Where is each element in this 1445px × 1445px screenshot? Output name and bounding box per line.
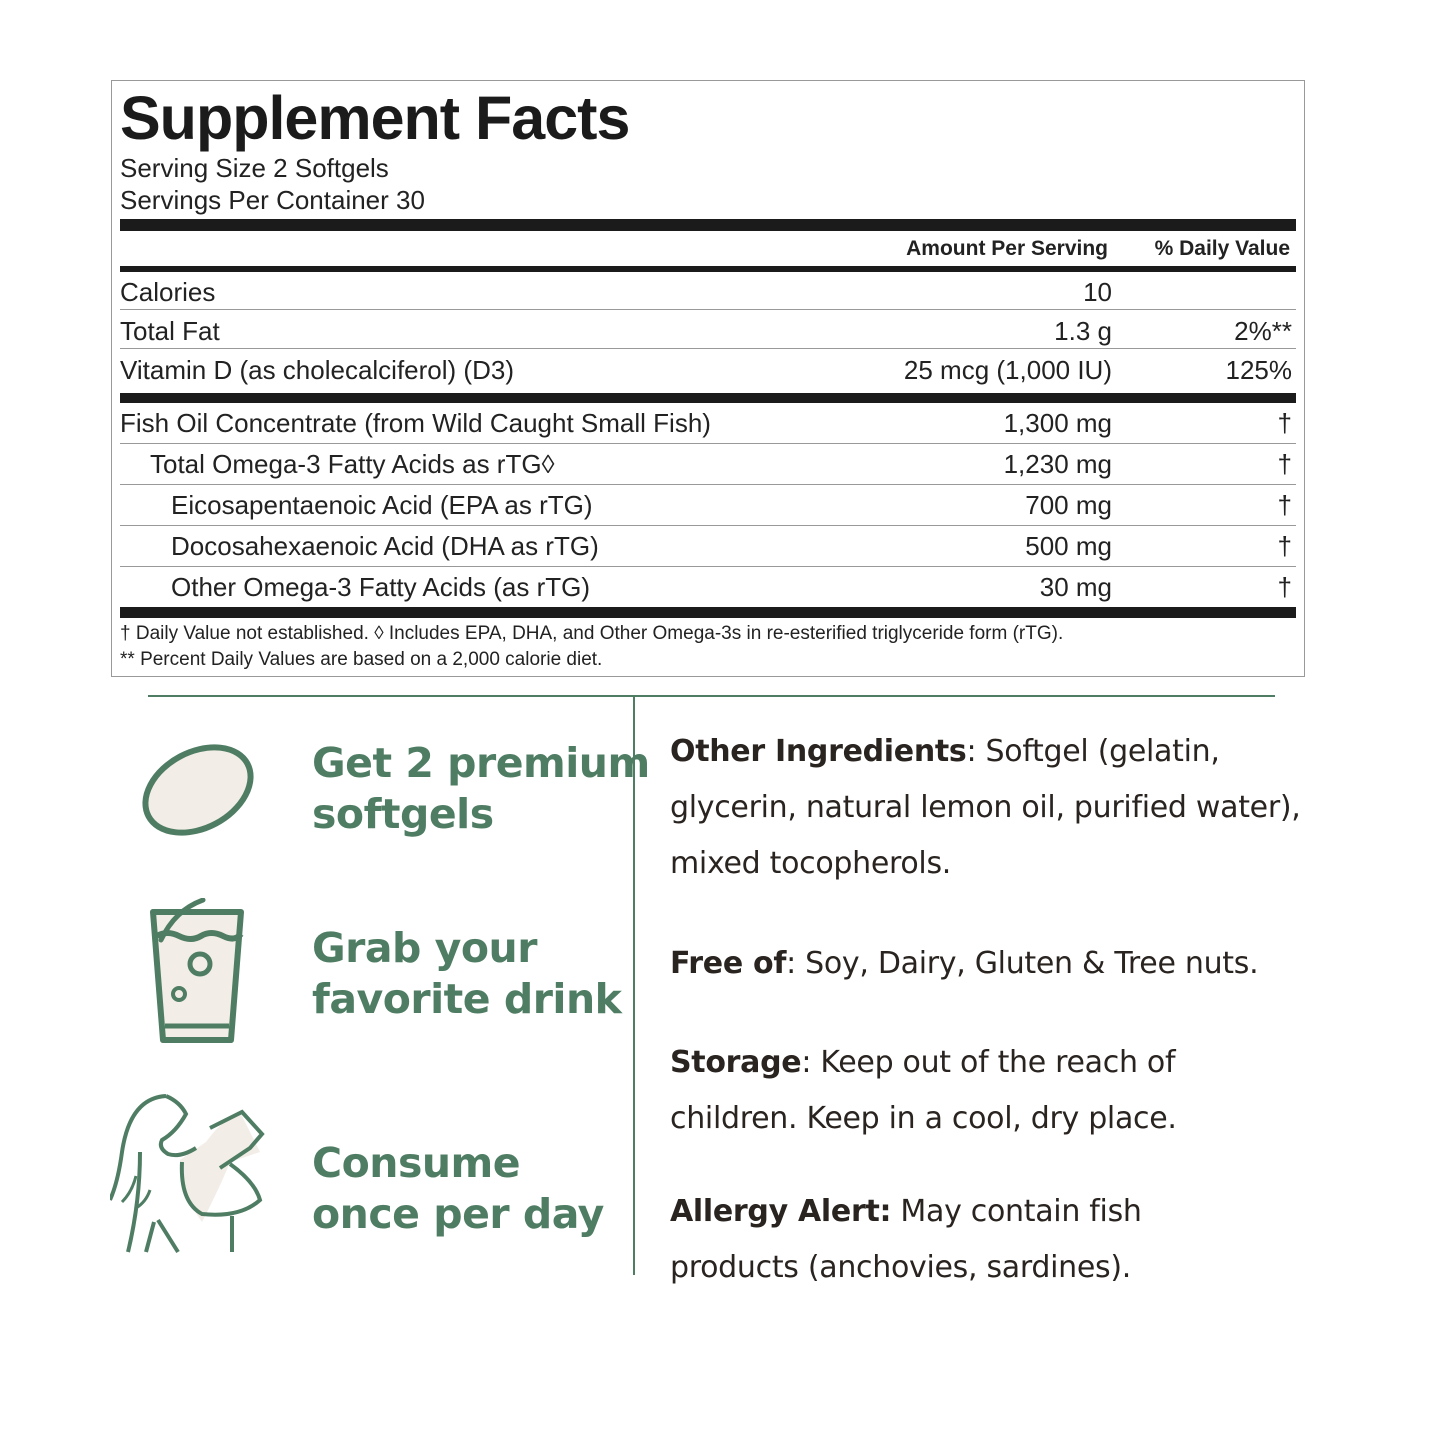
nutrient-amount: 500 mg <box>1025 531 1112 561</box>
nutrient-amount: 1,230 mg <box>1003 449 1112 479</box>
nutrient-name: Vitamin D (as cholecalciferol) (D3) <box>120 355 514 385</box>
nutrient-name: Docosahexaenoic Acid (DHA as rTG) <box>171 531 599 561</box>
amount-header: Amount Per Serving <box>906 237 1108 260</box>
divider <box>120 484 1296 485</box>
step-line: favorite drink <box>312 975 622 1023</box>
nutrient-dv: † <box>1277 531 1292 561</box>
nutrient-row: Fish Oil Concentrate (from Wild Caught S… <box>120 402 1296 442</box>
nutrient-name: Total Omega-3 Fatty Acids as rTG◊ <box>150 449 555 479</box>
column-divider <box>633 697 635 1275</box>
glass-icon <box>150 898 244 1043</box>
divider-thick <box>120 393 1296 403</box>
nutrient-row: Calories 10 <box>120 271 1296 311</box>
nutrient-name: Total Fat <box>120 316 220 346</box>
nutrient-name: Calories <box>120 277 216 307</box>
info-label: Free of <box>670 946 787 981</box>
nutrient-name: Other Omega-3 Fatty Acids (as rTG) <box>171 572 590 602</box>
info-text: : Soy, Dairy, Gluten & Tree nuts. <box>786 946 1259 981</box>
divider-medium <box>120 266 1296 272</box>
nutrient-row: Other Omega-3 Fatty Acids (as rTG) 30 mg… <box>120 566 1296 606</box>
free-of: Free of: Soy, Dairy, Gluten & Tree nuts. <box>670 936 1330 992</box>
nutrient-row: Eicosapentaenoic Acid (EPA as rTG) 700 m… <box>120 484 1296 524</box>
footnote-2: ** Percent Daily Values are based on a 2… <box>120 649 603 670</box>
step-line: softgels <box>312 790 494 838</box>
nutrient-dv: † <box>1277 490 1292 520</box>
nutrient-amount: 25 mcg (1,000 IU) <box>903 355 1112 385</box>
softgel-icon <box>142 744 254 836</box>
step-2: Grab your favorite drink <box>312 923 622 1025</box>
nutrient-dv: † <box>1277 408 1292 438</box>
allergy-alert: Allergy Alert: May contain fish products… <box>670 1184 1230 1296</box>
nutrient-amount: 1,300 mg <box>1003 408 1112 438</box>
info-text: : Softgel (gelatin, glycerin, natural le… <box>670 734 1301 881</box>
nutrient-dv: 2%** <box>1234 316 1292 346</box>
woman-drinking-icon <box>110 1094 265 1254</box>
info-text: : Keep out of the reach of children. Kee… <box>670 1045 1177 1136</box>
info-label: Other Ingredients <box>670 734 967 769</box>
divider <box>120 525 1296 526</box>
panel-title: Supplement Facts <box>120 84 630 152</box>
nutrient-amount: 10 <box>1083 277 1112 307</box>
servings-per-container: Servings Per Container 30 <box>120 185 425 215</box>
nutrient-amount: 1.3 g <box>1054 316 1112 346</box>
step-line: Grab your <box>312 924 537 972</box>
nutrient-dv: 125% <box>1225 355 1293 385</box>
supplement-facts-panel: Supplement Facts Serving Size 2 Softgels… <box>111 80 1305 677</box>
info-text: May contain fish products (anchovies, sa… <box>670 1194 1142 1285</box>
dv-header: % Daily Value <box>1154 237 1290 260</box>
nutrient-row: Docosahexaenoic Acid (DHA as rTG) 500 mg… <box>120 525 1296 565</box>
info-label: Storage <box>670 1045 802 1080</box>
divider-thick <box>120 607 1296 618</box>
divider <box>120 566 1296 567</box>
section-divider <box>148 695 1275 697</box>
nutrient-row: Vitamin D (as cholecalciferol) (D3) 25 m… <box>120 349 1296 389</box>
serving-size: Serving Size 2 Softgels <box>120 153 389 183</box>
storage: Storage: Keep out of the reach of childr… <box>670 1035 1250 1147</box>
other-ingredients: Other Ingredients: Softgel (gelatin, gly… <box>670 724 1310 892</box>
nutrient-row: Total Omega-3 Fatty Acids as rTG◊ 1,230 … <box>120 443 1296 483</box>
divider-thick <box>120 219 1296 231</box>
step-line: once per day <box>312 1190 604 1238</box>
footnote-1: † Daily Value not established. ◊ Include… <box>120 623 1064 644</box>
step-3: Consume once per day <box>312 1138 604 1240</box>
nutrient-row: Total Fat 1.3 g 2%** <box>120 310 1296 350</box>
nutrient-dv: † <box>1277 449 1292 479</box>
divider <box>120 309 1296 310</box>
divider <box>120 348 1296 349</box>
info-label: Allergy Alert: <box>670 1194 892 1229</box>
nutrient-name: Fish Oil Concentrate (from Wild Caught S… <box>120 408 711 438</box>
step-1: Get 2 premium softgels <box>312 738 650 840</box>
nutrient-amount: 30 mg <box>1039 572 1112 602</box>
nutrient-dv: † <box>1277 572 1292 602</box>
nutrient-name: Eicosapentaenoic Acid (EPA as rTG) <box>171 490 593 520</box>
step-line: Get 2 premium <box>312 739 650 787</box>
divider <box>120 443 1296 444</box>
nutrient-amount: 700 mg <box>1025 490 1112 520</box>
step-line: Consume <box>312 1139 521 1187</box>
